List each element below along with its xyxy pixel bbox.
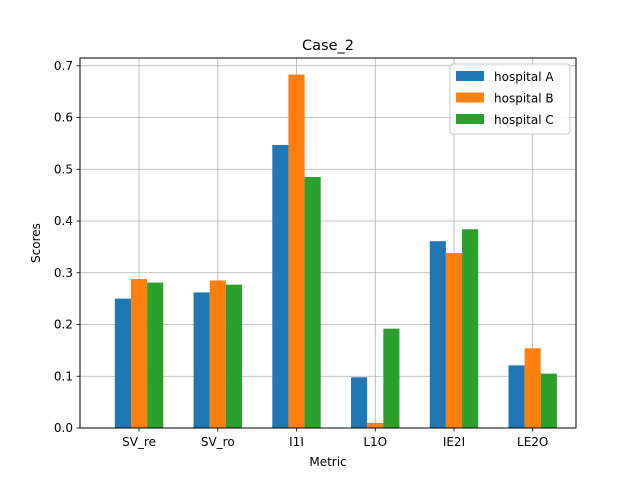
bar-hospital-b-sv_ro <box>209 280 226 428</box>
bar-hospital-c-le2o <box>540 373 557 428</box>
y-tick-label: 0.0 <box>54 421 73 435</box>
bar-hospital-b-i1i <box>288 74 305 428</box>
bar-hospital-c-ie2i <box>462 229 479 428</box>
bar-hospital-a-ie2i <box>429 241 446 428</box>
y-tick-label: 0.2 <box>54 318 73 332</box>
bar-hospital-a-i1i <box>272 144 289 428</box>
ticks: 0.0 0.1 0.2 0.3 0.4 0.5 0.6 0.7 SV_re SV_ro I1I L1O… <box>54 59 548 449</box>
y-tick-label: 0.5 <box>54 162 73 176</box>
bar-hospital-a-sv_re <box>114 298 131 428</box>
legend-label: hospital C <box>494 113 554 127</box>
bar-hospital-c-sv_re <box>147 282 164 428</box>
bar-hospital-b-le2o <box>524 348 541 428</box>
x-tick-label: I1I <box>289 435 304 449</box>
bar-hospital-b-sv_re <box>130 278 148 428</box>
y-tick-label: 0.7 <box>54 59 73 73</box>
legend-label: hospital B <box>494 92 554 106</box>
y-tick-label: 0.3 <box>54 266 73 280</box>
legend-swatch <box>456 92 484 103</box>
y-tick-label: 0.6 <box>54 111 73 125</box>
y-tick-label: 0.1 <box>54 369 73 383</box>
bar-hospital-c-l1o <box>383 328 400 428</box>
x-axis-label: Metric <box>309 455 346 469</box>
x-tick-label: L1O <box>363 435 387 449</box>
axes-frame <box>79 57 577 429</box>
y-tick-label: 0.4 <box>54 214 73 228</box>
x-tick-label: SV_re <box>122 435 156 449</box>
legend-label: hospital A <box>494 70 554 84</box>
bar-hospital-a-l1o <box>351 377 368 428</box>
legend-swatch <box>456 71 484 81</box>
bar-hospital-c-i1i <box>304 177 321 428</box>
chart-title: Case_2 <box>302 38 354 54</box>
bar-hospital-c-sv_ro <box>225 284 242 428</box>
x-tick-label: SV_ro <box>201 435 235 449</box>
x-tick-label: IE2I <box>443 435 465 449</box>
bar-hospital-a-sv_ro <box>193 292 210 428</box>
y-axis-label: Scores <box>29 223 43 263</box>
bar-hospital-b-ie2i <box>445 253 463 428</box>
bars <box>114 74 557 428</box>
bar-hospital-b-l1o <box>367 422 384 428</box>
bar-hospital-a-le2o <box>508 365 525 428</box>
legend-swatch <box>456 114 484 124</box>
legend: hospital A hospital B hospital C <box>449 63 571 135</box>
x-tick-label: LE2O <box>517 435 548 449</box>
